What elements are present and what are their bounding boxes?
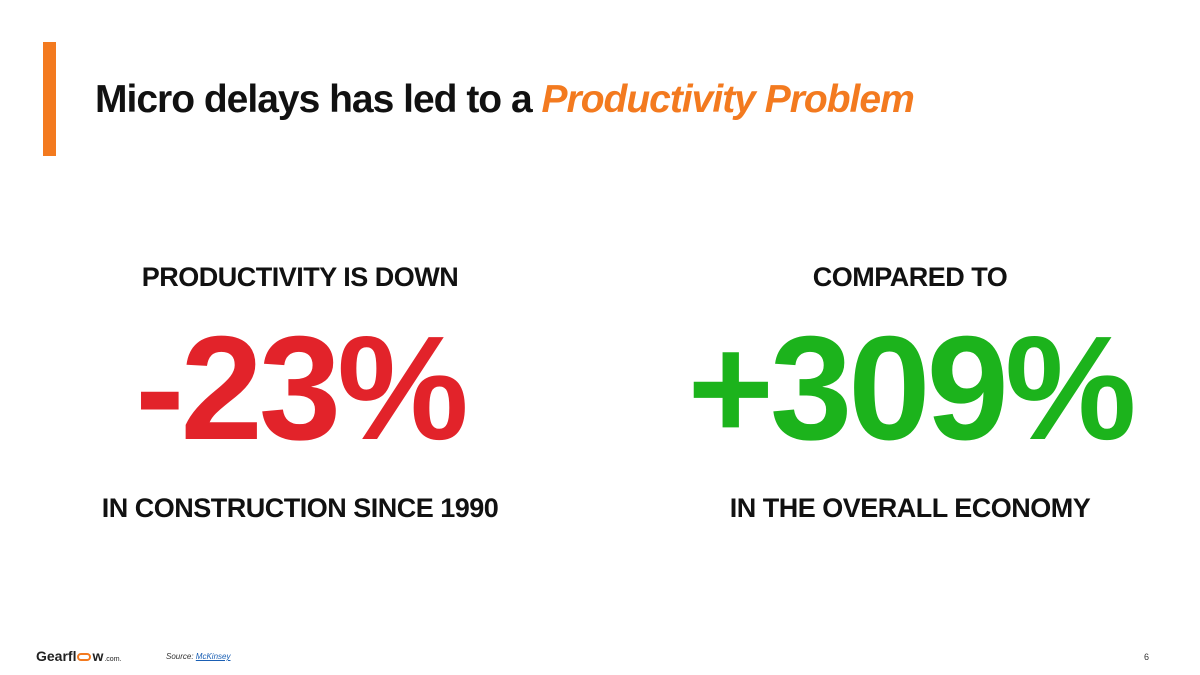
- source-label: Source:: [166, 652, 196, 661]
- stat-caption: COMPARED TO: [812, 262, 1008, 292]
- stat-subcaption: IN THE OVERALL ECONOMY: [729, 493, 1091, 523]
- stat-value: +309%: [687, 306, 1137, 471]
- infinity-icon: [77, 653, 92, 662]
- gearflow-logo: Gearfl w.com.: [36, 648, 121, 664]
- stat-economy: COMPARED TO +309% IN THE OVERALL ECONOMY: [630, 262, 1190, 524]
- logo-domain: .com.: [104, 656, 122, 663]
- accent-bar: [43, 42, 56, 156]
- stat-subcaption: IN CONSTRUCTION SINCE 1990: [101, 493, 499, 523]
- stat-construction: PRODUCTIVITY IS DOWN -23% IN CONSTRUCTIO…: [20, 262, 580, 524]
- logo-text-suffix: w: [92, 648, 104, 664]
- slide-title: Micro delays has led to a Productivity P…: [95, 78, 915, 122]
- stat-caption: PRODUCTIVITY IS DOWN: [141, 262, 459, 292]
- title-prefix: Micro delays has led to a: [95, 78, 542, 121]
- title-highlight: Productivity Problem: [541, 78, 915, 121]
- page-number: 6: [1144, 652, 1150, 662]
- source-link[interactable]: McKinsey: [195, 652, 231, 661]
- logo-text-prefix: Gearfl: [36, 648, 77, 664]
- source-note: Source: McKinsey: [166, 652, 230, 661]
- stat-value: -23%: [135, 306, 469, 471]
